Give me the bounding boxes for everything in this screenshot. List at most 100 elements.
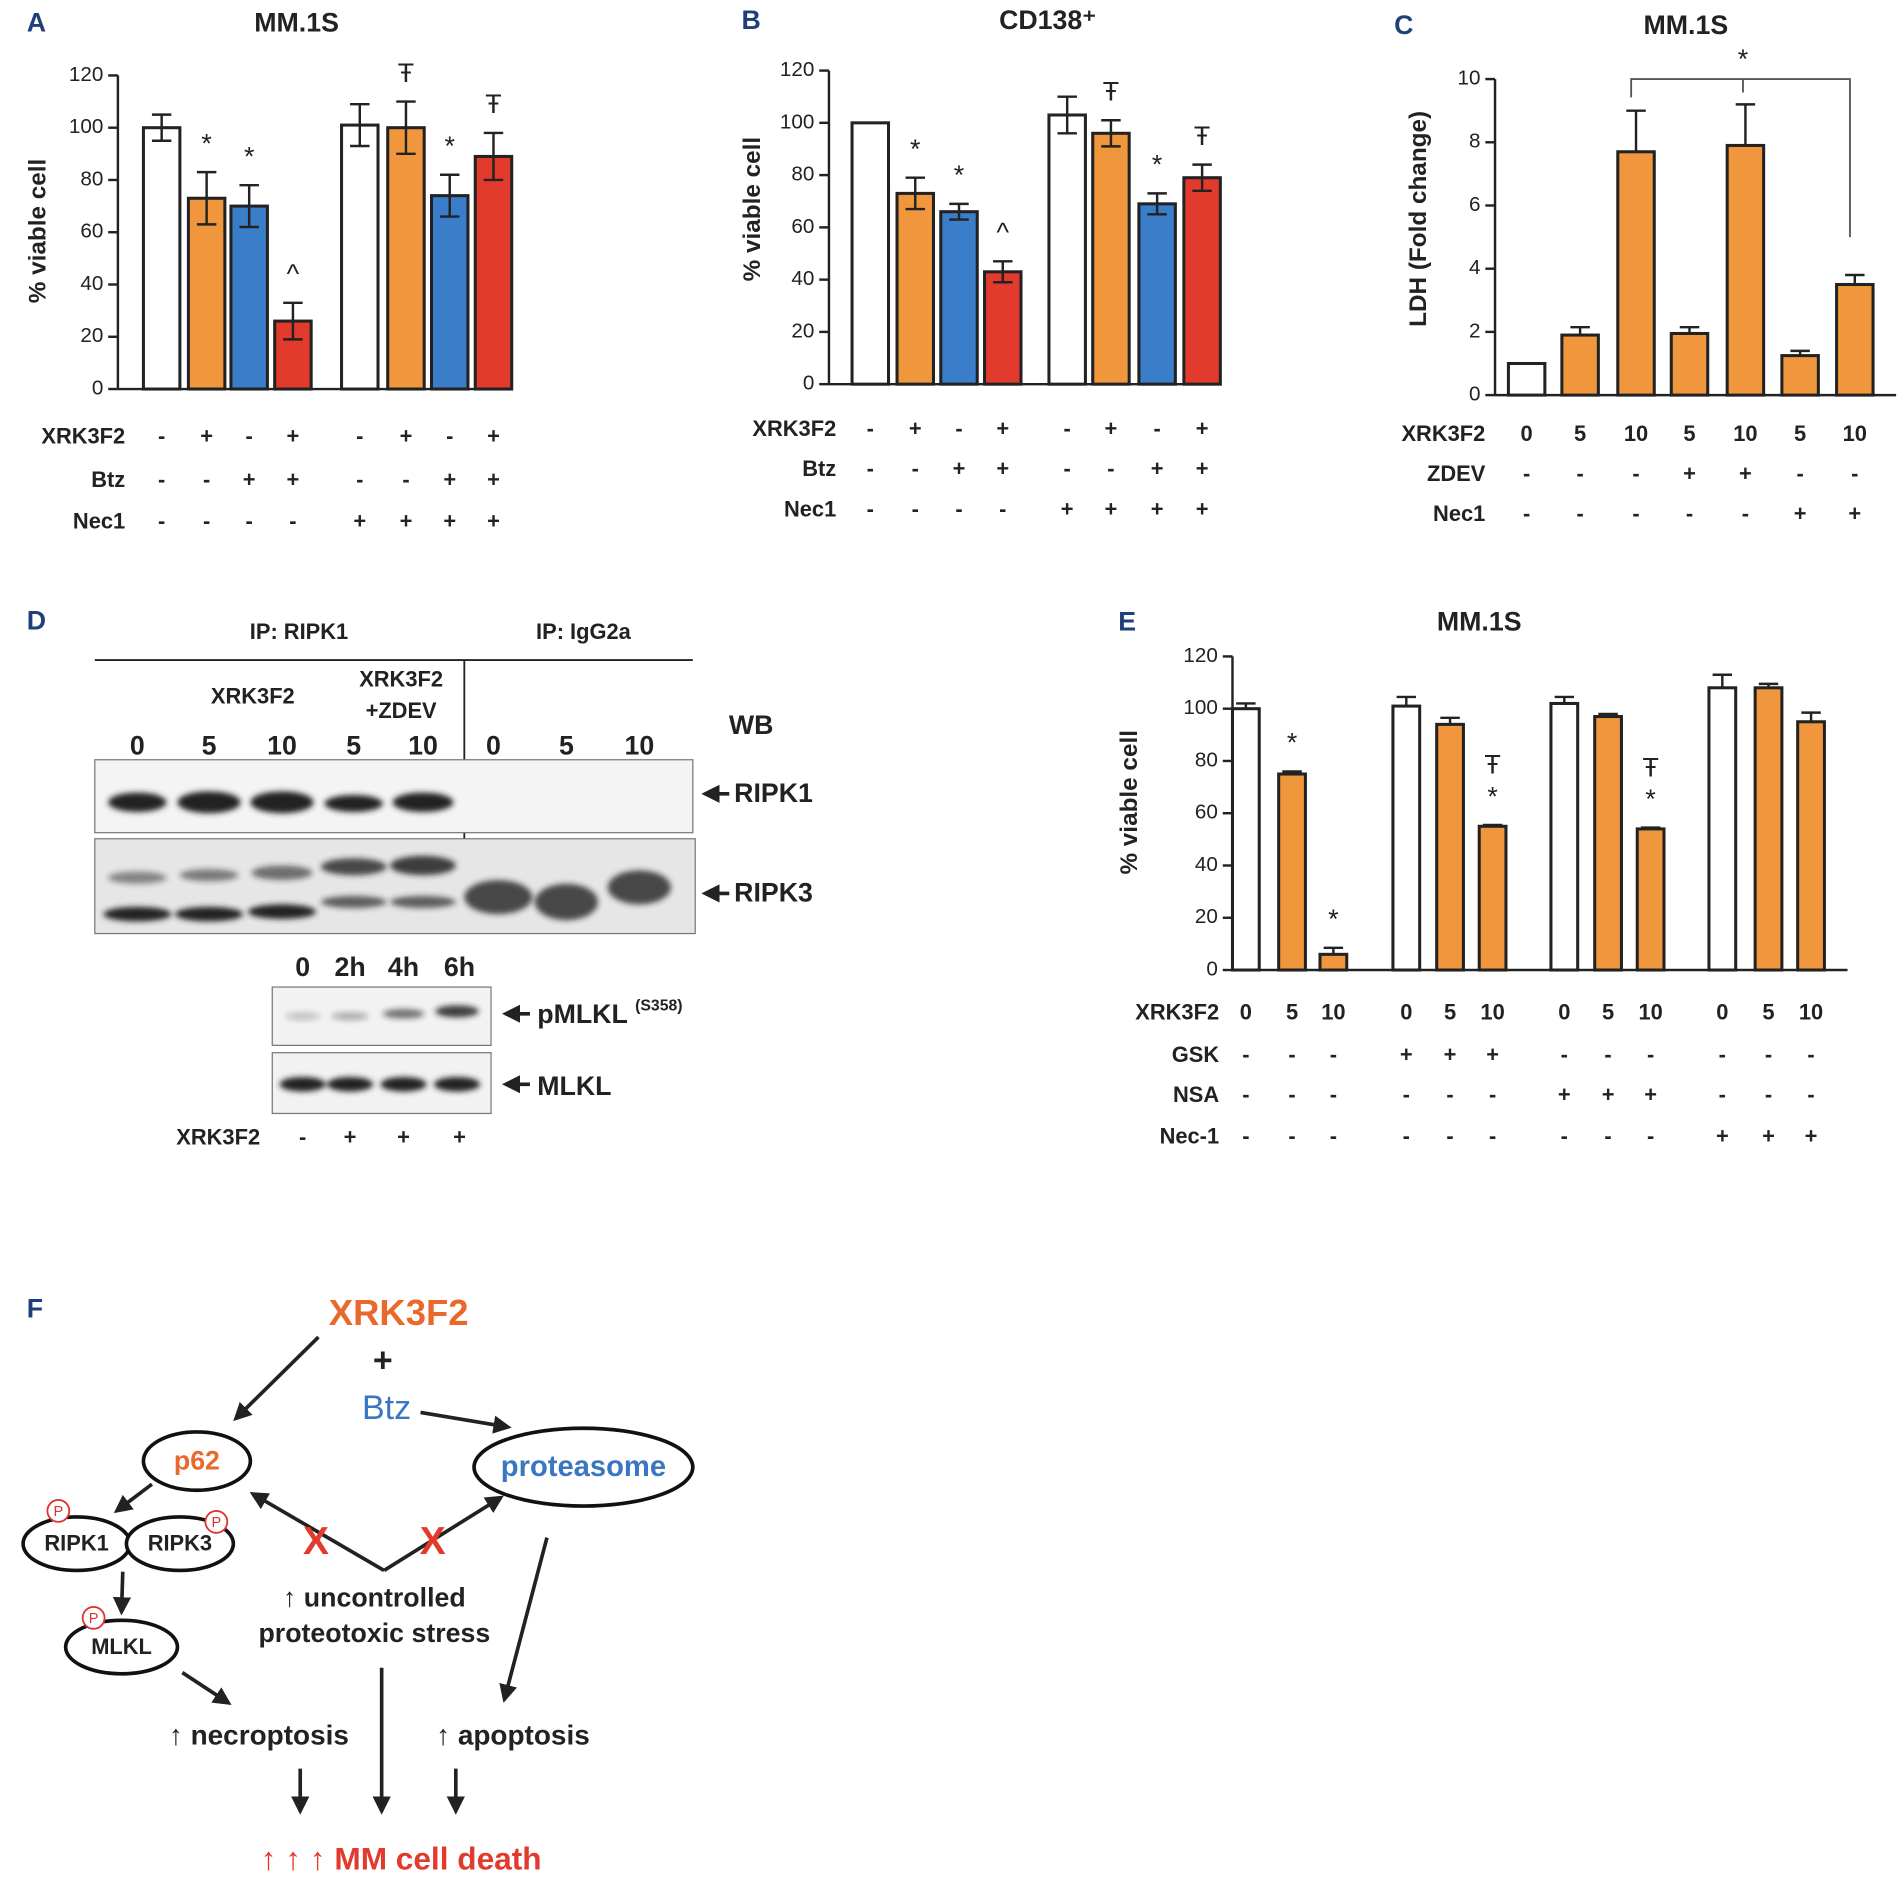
lane-label: 10 (408, 731, 438, 761)
row-value: + (1602, 1082, 1615, 1107)
phospho-label: P (89, 1611, 99, 1627)
annotation: * (954, 160, 964, 190)
row-value: 0 (1521, 421, 1533, 446)
node (472, 1426, 695, 1508)
row-name: Btz (802, 456, 836, 481)
row-value: - (1288, 1082, 1295, 1107)
ip-label: IP: IgG2a (536, 619, 632, 644)
ip-label: IP: RIPK1 (250, 619, 348, 644)
row-value: - (1242, 1124, 1249, 1149)
row-value: - (1523, 461, 1530, 486)
y-tick-label: 80 (80, 167, 103, 190)
row-name: Nec1 (73, 509, 125, 534)
bar (186, 196, 227, 391)
annotation: Ŧ (1103, 77, 1119, 107)
y-tick-label: 80 (791, 163, 814, 186)
y-tick-label: 100 (69, 115, 103, 138)
row-value: - (299, 1125, 306, 1150)
row-value: - (246, 423, 253, 448)
annotation: Ŧ (485, 89, 501, 119)
annotation: * (244, 142, 254, 172)
row-value: - (1064, 416, 1071, 441)
row-value: 0 (1240, 1000, 1252, 1025)
bar (1477, 824, 1508, 972)
row-value: + (1716, 1124, 1729, 1149)
arrow (499, 1537, 549, 1703)
row-value: + (453, 1125, 466, 1150)
row-value: - (1064, 456, 1071, 481)
row-value: + (397, 1125, 410, 1150)
row-value: - (1561, 1042, 1568, 1067)
bracket (1630, 78, 1851, 238)
bar (1182, 176, 1222, 386)
arrow (383, 1495, 504, 1573)
row-value: - (402, 467, 409, 492)
row-value: - (158, 423, 165, 448)
bands (279, 1005, 481, 1092)
y-tick-label: 20 (1195, 905, 1218, 928)
y-tick-label: 40 (791, 267, 814, 290)
bar (1391, 704, 1422, 972)
row-value: + (1486, 1042, 1499, 1067)
y-tick-label: 60 (80, 220, 103, 243)
lane-label: 0 (130, 731, 145, 761)
lane-label: 0 (486, 731, 501, 761)
y-tick-label: 60 (1195, 801, 1218, 824)
y-tick-label: 6 (1469, 193, 1481, 216)
row-value: - (1330, 1082, 1337, 1107)
row-value: - (1330, 1042, 1337, 1067)
stress: proteotoxic stress (258, 1618, 490, 1648)
bar (850, 121, 891, 386)
annotation: Ŧ (398, 58, 414, 88)
drug: Btz (362, 1389, 411, 1427)
bar (1091, 131, 1131, 386)
final-outcome: ↑ ↑ ↑ MM cell death (261, 1840, 542, 1876)
row-value: 10 (1321, 1000, 1345, 1025)
y-tick-label: 0 (803, 372, 815, 395)
treatment-label: XRK3F2 (211, 684, 295, 709)
row-value: - (158, 467, 165, 492)
row-value: - (1242, 1042, 1249, 1067)
lane-label: 0 (295, 952, 310, 982)
bar (1725, 143, 1766, 397)
bar (1780, 354, 1820, 397)
bar (1047, 113, 1087, 386)
row-value: - (1153, 416, 1160, 441)
bar (1753, 686, 1784, 972)
row-name: ZDEV (1427, 461, 1486, 486)
bar (141, 126, 182, 391)
bar (229, 204, 269, 391)
y-tick-label: 120 (780, 58, 814, 81)
row-value: - (1576, 461, 1583, 486)
y-axis-label: % viable cell (24, 159, 51, 304)
bar (340, 123, 380, 391)
chart: B CD138⁺ % viable cell 0 20 40 60 80 100 120 * * ^ Ŧ *… (739, 5, 1222, 521)
row-value: + (1739, 461, 1752, 486)
row-value: - (1523, 501, 1530, 526)
bar (1318, 952, 1349, 972)
row-name: Nec1 (1433, 501, 1485, 526)
row-value: - (999, 496, 1006, 521)
annotation: * (201, 128, 211, 158)
bar (1796, 720, 1826, 972)
chart-title: CD138⁺ (999, 5, 1096, 35)
lane-label: 5 (202, 731, 217, 761)
row-value: + (1644, 1082, 1657, 1107)
row-value: - (1288, 1042, 1295, 1067)
row-value: + (443, 509, 456, 534)
row-value: - (1403, 1124, 1410, 1149)
bar (1669, 331, 1710, 397)
row-name: NSA (1173, 1082, 1219, 1107)
bar (429, 194, 470, 391)
row-value: + (1400, 1042, 1413, 1067)
row-value: 0 (1558, 1000, 1570, 1025)
bar (1277, 772, 1307, 972)
annotation: ^ (287, 259, 300, 289)
row-value: + (1151, 456, 1164, 481)
blot-panel: D IP: RIPK1 IP: IgG2a XRK3F2 XRK3F2 +ZDE… (27, 605, 813, 1149)
node (63, 1618, 180, 1676)
row-name: XRK3F2 (1135, 1000, 1219, 1025)
row-value: - (1107, 456, 1114, 481)
annotation: Ŧ (1194, 121, 1210, 151)
row-name: GSK (1172, 1042, 1220, 1067)
